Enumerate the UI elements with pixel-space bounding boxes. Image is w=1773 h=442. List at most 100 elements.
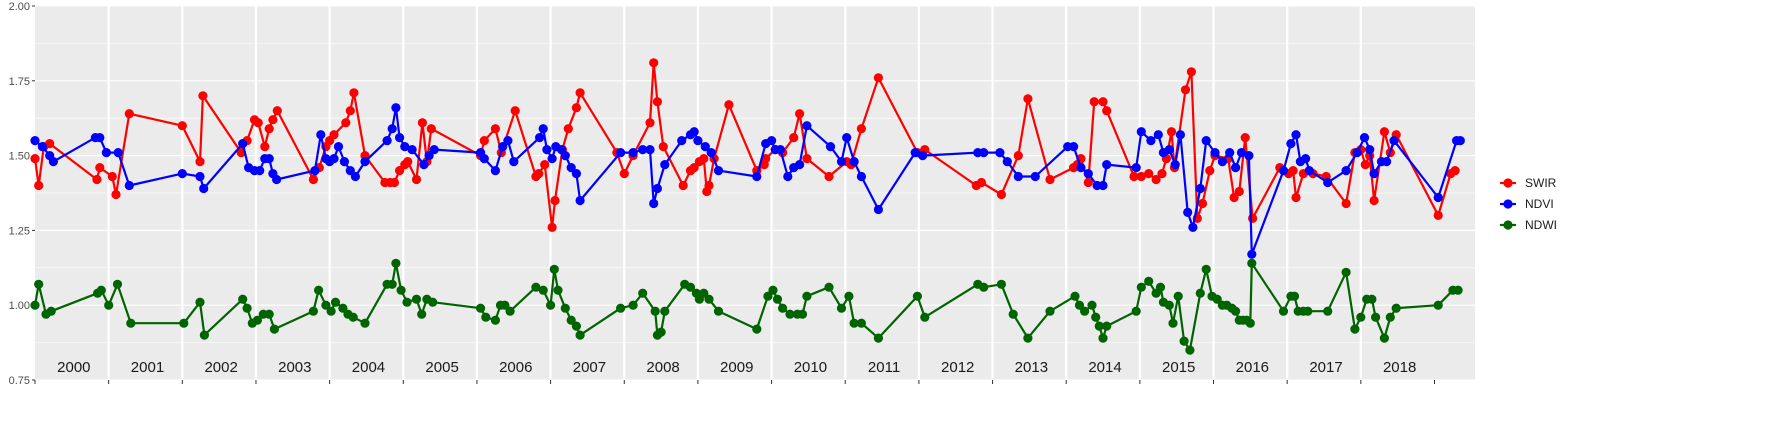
ndvi-point xyxy=(995,148,1005,158)
ndwi-point xyxy=(34,279,44,289)
swir-point xyxy=(1205,166,1215,176)
year-label: 2005 xyxy=(425,359,458,376)
ndvi-point xyxy=(101,148,111,158)
ndvi-point xyxy=(1153,130,1163,140)
ndwi-point xyxy=(126,318,136,328)
ndvi-point xyxy=(566,163,576,173)
ndwi-point xyxy=(785,309,795,319)
ndvi-point xyxy=(660,160,670,170)
ndwi-point xyxy=(778,303,788,313)
ndwi-point xyxy=(638,288,648,298)
swir-point xyxy=(1151,174,1161,185)
ndwi-point xyxy=(768,285,778,295)
ndwi-point xyxy=(1367,294,1377,304)
ndwi-point xyxy=(628,300,638,310)
year-label: 2003 xyxy=(278,359,311,376)
ndvi-point xyxy=(1301,154,1311,164)
year-label: 2006 xyxy=(499,359,532,376)
ndvi-point xyxy=(30,136,40,146)
ndvi-point xyxy=(1247,249,1257,259)
ndvi-point xyxy=(1210,148,1220,158)
ndvi-point xyxy=(1083,169,1093,179)
ndwi-point xyxy=(417,309,427,319)
swir-point xyxy=(1433,210,1443,220)
ndvi-point xyxy=(387,124,397,134)
ndwi-point xyxy=(549,264,559,274)
swir-point xyxy=(699,154,709,164)
year-label: 2012 xyxy=(941,359,974,376)
ndwi-point xyxy=(242,303,252,313)
ndvi-point xyxy=(429,145,439,155)
ndwi-point xyxy=(308,306,318,316)
ndwi-point xyxy=(704,294,714,304)
ndwi-point xyxy=(238,294,248,304)
ndwi-point xyxy=(490,315,500,325)
ndwi-point xyxy=(104,300,114,310)
ndvi-point xyxy=(795,160,805,170)
ndvi-point xyxy=(802,121,812,131)
ndwi-point xyxy=(763,291,773,301)
swir-point xyxy=(417,118,427,128)
ndvi-point xyxy=(238,139,248,149)
ndwi-point xyxy=(500,300,510,310)
y-tick-label: 1.00 xyxy=(9,300,30,312)
swir-point xyxy=(689,163,699,173)
swir-point xyxy=(550,195,560,206)
ndwi-point xyxy=(849,318,859,328)
ndvi-point xyxy=(752,171,762,182)
ndwi-point xyxy=(30,300,40,310)
ndvi-point xyxy=(1013,171,1023,182)
swir-point xyxy=(645,118,655,128)
ndwi-point xyxy=(1131,306,1141,316)
ndvi-point xyxy=(638,145,648,155)
ndvi-point xyxy=(571,169,582,179)
ndvi-point xyxy=(689,127,699,137)
swir-point xyxy=(1229,192,1239,203)
swir-point xyxy=(996,189,1007,200)
ndwi-point xyxy=(1087,300,1097,310)
ndvi-point xyxy=(873,204,884,215)
swir-point xyxy=(45,139,55,149)
swir-point xyxy=(403,157,413,167)
year-label: 2004 xyxy=(352,359,385,376)
ndwi-point xyxy=(179,318,189,328)
swir-point xyxy=(658,142,668,152)
ndvi-point xyxy=(509,157,519,167)
year-label: 2014 xyxy=(1088,359,1121,376)
ndvi-point xyxy=(1030,171,1040,182)
ndvi-point xyxy=(498,142,508,152)
ndwi-point xyxy=(1164,300,1174,310)
ndvi-point xyxy=(616,148,626,158)
ndvi-point xyxy=(272,174,282,185)
year-label: 2011 xyxy=(868,359,900,376)
swir-point xyxy=(563,124,573,134)
legend-ndwi-marker xyxy=(1503,220,1513,230)
ndvi-point xyxy=(1195,183,1205,194)
ndwi-point xyxy=(1371,312,1381,322)
year-label: 2013 xyxy=(1015,359,1048,376)
swir-point xyxy=(1197,198,1208,209)
legend-ndvi-marker xyxy=(1503,199,1513,209)
ndwi-point xyxy=(1201,264,1211,274)
ndvi-point xyxy=(407,145,417,155)
ndvi-point xyxy=(350,171,360,182)
ndwi-point xyxy=(1247,258,1257,268)
ndvi-point xyxy=(700,142,710,152)
swir-point xyxy=(345,106,355,116)
swir-point xyxy=(1166,127,1177,137)
ndvi-point xyxy=(767,136,777,146)
ndvi-point xyxy=(177,169,187,179)
swir-point xyxy=(198,91,208,101)
swir-point xyxy=(1089,97,1099,107)
ndwi-point xyxy=(314,285,324,295)
swir-point xyxy=(652,97,663,107)
swir-point xyxy=(111,189,121,200)
swir-point xyxy=(1186,67,1196,77)
ndwi-point xyxy=(996,279,1007,289)
ndvi-point xyxy=(1002,157,1012,167)
ndvi-point xyxy=(1304,166,1314,176)
ndwi-point xyxy=(505,306,515,316)
ndwi-point xyxy=(824,282,834,292)
ndvi-point xyxy=(1323,177,1333,188)
ndvi-point xyxy=(825,142,836,152)
